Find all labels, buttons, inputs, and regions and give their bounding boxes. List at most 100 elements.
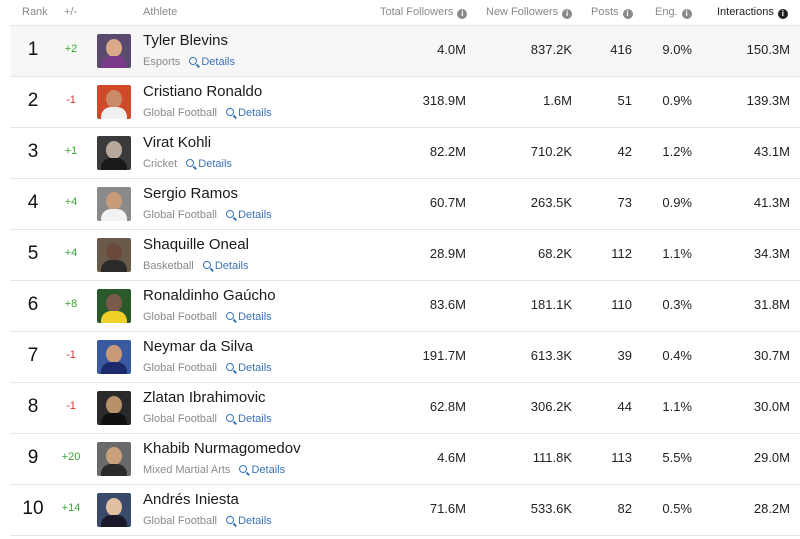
details-link[interactable]: Details	[226, 107, 272, 119]
info-icon[interactable]: i	[562, 9, 573, 19]
rank-change: -1	[66, 94, 76, 106]
header-posts-label: Posts	[591, 6, 619, 18]
athlete-category: Global Football	[143, 107, 217, 119]
details-label: Details	[251, 464, 286, 476]
avatar-face	[106, 345, 122, 363]
table-row[interactable]: 8 -1 Zlatan Ibrahimovic Global Football …	[10, 383, 800, 434]
total-followers-value: 62.8M	[429, 399, 466, 414]
athlete-name[interactable]: Andrés Iniesta	[143, 491, 239, 508]
details-link[interactable]: Details	[186, 158, 232, 170]
avatar-body	[101, 413, 127, 425]
avatar-body	[101, 107, 127, 119]
rank-change: +2	[64, 43, 78, 55]
athlete-avatar[interactable]	[97, 493, 131, 527]
interactions-value: 43.1M	[753, 144, 790, 159]
athlete-name[interactable]: Khabib Nurmagomedov	[143, 440, 301, 457]
athlete-name[interactable]: Zlatan Ibrahimovic	[143, 389, 266, 406]
header-total-followers[interactable]: Total Followers i	[380, 6, 468, 19]
athlete-name[interactable]: Cristiano Ronaldo	[143, 83, 263, 100]
info-icon[interactable]: i	[457, 9, 468, 19]
athlete-meta: Global Football Details	[143, 311, 272, 323]
header-change[interactable]: +/-	[64, 6, 78, 18]
engagement-value: 1.2%	[662, 144, 692, 159]
rank-change: +20	[61, 451, 81, 463]
avatar-body	[101, 260, 127, 272]
details-link[interactable]: Details	[239, 464, 285, 476]
avatar-face	[106, 396, 122, 414]
details-link[interactable]: Details	[202, 260, 248, 272]
new-followers-value: 68.2K	[538, 246, 572, 261]
header-eng-label: Eng.	[655, 6, 678, 18]
rank-number: 9	[27, 447, 39, 468]
engagement-value: 0.3%	[662, 297, 692, 312]
table-row[interactable]: 1 +2 Tyler Blevins Esports Details 4.0M …	[10, 26, 800, 77]
athlete-avatar[interactable]	[97, 442, 131, 476]
athlete-avatar[interactable]	[97, 391, 131, 425]
details-link[interactable]: Details	[226, 413, 272, 425]
avatar-face	[106, 39, 122, 57]
table-row[interactable]: 6 +8 Ronaldinho Gaúcho Global Football D…	[10, 281, 800, 332]
interactions-value: 41.3M	[753, 195, 790, 210]
header-posts[interactable]: Posts i	[591, 6, 633, 19]
table-row[interactable]: 5 +4 Shaquille Oneal Basketball Details …	[10, 230, 800, 281]
details-link[interactable]: Details	[226, 515, 272, 527]
engagement-value: 9.0%	[662, 42, 692, 57]
info-icon[interactable]: i	[681, 9, 692, 19]
header-interactions[interactable]: Interactions i	[717, 6, 788, 19]
athlete-name[interactable]: Ronaldinho Gaúcho	[143, 287, 276, 304]
total-followers-value: 83.6M	[429, 297, 466, 312]
athlete-avatar[interactable]	[97, 340, 131, 374]
athlete-name[interactable]: Shaquille Oneal	[143, 236, 249, 253]
interactions-value: 139.3M	[746, 93, 790, 108]
header-new-followers[interactable]: New Followers i	[486, 6, 573, 19]
details-label: Details	[238, 413, 272, 425]
athlete-avatar[interactable]	[97, 34, 131, 68]
rank-change: +14	[61, 502, 81, 514]
header-new-followers-label: New Followers	[486, 6, 559, 18]
table-row[interactable]: 2 -1 Cristiano Ronaldo Global Football D…	[10, 77, 800, 128]
header-eng[interactable]: Eng. i	[655, 6, 692, 19]
athlete-avatar[interactable]	[97, 238, 131, 272]
new-followers-value: 710.2K	[530, 144, 572, 159]
table-row[interactable]: 10 +14 Andrés Iniesta Global Football De…	[10, 485, 800, 536]
total-followers-value: 60.7M	[429, 195, 466, 210]
search-icon	[226, 414, 235, 422]
header-athlete[interactable]: Athlete	[143, 6, 178, 18]
avatar-face	[106, 192, 122, 210]
athlete-name[interactable]: Tyler Blevins	[143, 32, 229, 49]
table-row[interactable]: 7 -1 Neymar da Silva Global Football Det…	[10, 332, 800, 383]
athlete-avatar[interactable]	[97, 289, 131, 323]
interactions-value: 28.2M	[753, 501, 790, 516]
search-icon	[239, 465, 248, 473]
table-row[interactable]: 9 +20 Khabib Nurmagomedov Mixed Martial …	[10, 434, 800, 485]
posts-value: 416	[610, 42, 632, 57]
table-row[interactable]: 3 +1 Virat Kohli Cricket Details 82.2M 7…	[10, 128, 800, 179]
interactions-value: 31.8M	[753, 297, 790, 312]
info-icon[interactable]: i	[777, 9, 788, 19]
table-row[interactable]: 4 +4 Sergio Ramos Global Football Detail…	[10, 179, 800, 230]
info-icon[interactable]: i	[622, 9, 633, 19]
athlete-category: Cricket	[143, 158, 178, 170]
search-icon	[226, 108, 235, 116]
new-followers-value: 837.2K	[530, 42, 572, 57]
details-label: Details	[238, 107, 272, 119]
details-link[interactable]: Details	[189, 56, 235, 68]
avatar-face	[106, 90, 122, 108]
athlete-name[interactable]: Neymar da Silva	[143, 338, 254, 355]
table-header: Rank +/- Athlete Total Followers i New Fo…	[10, 0, 800, 26]
athlete-category: Global Football	[143, 362, 217, 374]
details-link[interactable]: Details	[226, 209, 272, 221]
athlete-category: Basketball	[143, 260, 194, 272]
athlete-name[interactable]: Sergio Ramos	[143, 185, 239, 202]
details-link[interactable]: Details	[226, 362, 272, 374]
rank-change: +8	[64, 298, 78, 310]
details-link[interactable]: Details	[226, 311, 272, 323]
search-icon	[186, 159, 195, 167]
header-rank[interactable]: Rank	[22, 6, 48, 18]
athlete-avatar[interactable]	[97, 136, 131, 170]
athlete-name[interactable]: Virat Kohli	[143, 134, 212, 151]
athlete-avatar[interactable]	[97, 85, 131, 119]
rank-change: -1	[66, 400, 76, 412]
search-icon	[226, 363, 235, 371]
athlete-avatar[interactable]	[97, 187, 131, 221]
